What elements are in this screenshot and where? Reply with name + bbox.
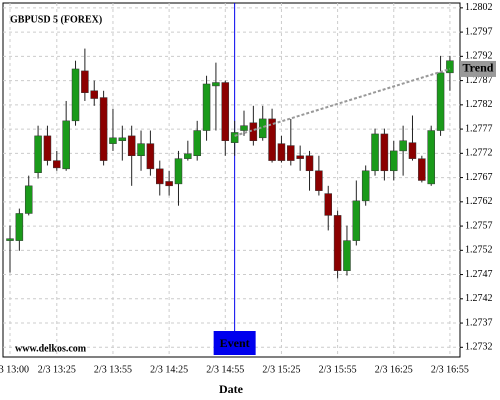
x-tick-label: 2/3 13:00 bbox=[0, 364, 29, 375]
candle-body bbox=[193, 130, 201, 157]
y-tick-label: 1.2762 bbox=[465, 196, 493, 207]
candle-body bbox=[427, 130, 435, 185]
chart-title: GBPUSD 5 (FOREX) bbox=[10, 14, 102, 25]
y-tick-label: 1.2752 bbox=[465, 245, 493, 256]
candle-body bbox=[221, 82, 230, 141]
candle-body bbox=[81, 70, 89, 93]
y-tick-label: 1.2767 bbox=[465, 172, 493, 183]
x-tick-label: 2/3 16:55 bbox=[431, 364, 469, 375]
candle-body bbox=[240, 125, 248, 131]
y-tick-label: 1.2787 bbox=[465, 75, 493, 86]
x-tick-label: 2/3 14:25 bbox=[150, 364, 188, 375]
candle-body bbox=[268, 118, 276, 161]
candle-body bbox=[343, 240, 351, 271]
y-tick-label: 1.2777 bbox=[465, 123, 493, 134]
x-tick-label: 2/3 13:55 bbox=[94, 364, 132, 375]
candle-body bbox=[156, 168, 164, 185]
candle-body bbox=[34, 135, 42, 173]
candle-body bbox=[43, 135, 52, 161]
y-tick-label: 1.2747 bbox=[465, 269, 493, 280]
candle-body bbox=[399, 140, 407, 152]
candle-body bbox=[305, 155, 314, 172]
y-tick-label: 1.2797 bbox=[465, 26, 493, 37]
candle-body bbox=[361, 170, 370, 202]
candle-body bbox=[202, 83, 211, 131]
candle-body bbox=[24, 185, 33, 214]
y-tick-label: 1.2737 bbox=[465, 317, 493, 328]
plot-layer bbox=[3, 3, 463, 357]
candle-body bbox=[212, 82, 220, 87]
candle-body bbox=[380, 133, 389, 172]
y-tick-label: 1.2742 bbox=[465, 293, 493, 304]
x-axis-title: Date bbox=[219, 382, 244, 396]
candle-body bbox=[418, 158, 426, 181]
candle-body bbox=[99, 97, 108, 161]
y-tick-label: 1.2757 bbox=[465, 220, 493, 231]
candle-body bbox=[62, 120, 70, 170]
candle-body bbox=[390, 150, 398, 172]
candle-body bbox=[6, 238, 14, 241]
y-tick-label: 1.2772 bbox=[465, 148, 493, 159]
candle-body bbox=[324, 193, 332, 216]
x-tick-label: 2/3 15:55 bbox=[319, 364, 357, 375]
candle-body bbox=[127, 135, 136, 157]
x-tick-label: 2/3 16:25 bbox=[375, 364, 413, 375]
y-tick-label: 1.2782 bbox=[465, 99, 493, 110]
candle-body bbox=[90, 90, 98, 99]
candle-body bbox=[315, 170, 323, 191]
event-label: Event bbox=[220, 336, 250, 350]
candle-body bbox=[137, 143, 145, 157]
candle-body bbox=[71, 68, 80, 122]
candle-body bbox=[109, 137, 117, 144]
y-tick-label: 1.2732 bbox=[465, 342, 493, 353]
trend-line bbox=[234, 67, 451, 137]
candle-body bbox=[408, 142, 417, 159]
trend-label-box bbox=[460, 60, 496, 77]
x-tick-label: 2/3 15:25 bbox=[262, 364, 300, 375]
candle-body bbox=[436, 72, 445, 131]
candle-body bbox=[118, 137, 127, 141]
x-tick-label: 2/3 14:55 bbox=[206, 364, 244, 375]
candle-body bbox=[174, 158, 183, 185]
candle-body bbox=[15, 213, 24, 241]
candle-body bbox=[296, 155, 304, 159]
candle-body bbox=[333, 215, 342, 271]
candle-body bbox=[277, 143, 286, 161]
trend-label: Trend bbox=[463, 61, 494, 75]
candle-body bbox=[146, 143, 155, 170]
candle-body bbox=[230, 132, 239, 143]
candle-body bbox=[165, 181, 173, 187]
y-tick-label: 1.2792 bbox=[465, 51, 493, 62]
x-tick-label: 2/3 13:25 bbox=[38, 364, 76, 375]
candle-body bbox=[446, 60, 454, 74]
watermark: www.delkos.com bbox=[15, 343, 87, 354]
y-tick-label: 1.2802 bbox=[465, 2, 493, 13]
candle-body bbox=[53, 160, 61, 169]
event-box bbox=[213, 331, 256, 355]
candle-body bbox=[287, 145, 295, 161]
candle-body bbox=[371, 133, 379, 172]
plot-area bbox=[2, 2, 461, 358]
candle-body bbox=[184, 153, 192, 159]
candle-body bbox=[352, 200, 361, 241]
